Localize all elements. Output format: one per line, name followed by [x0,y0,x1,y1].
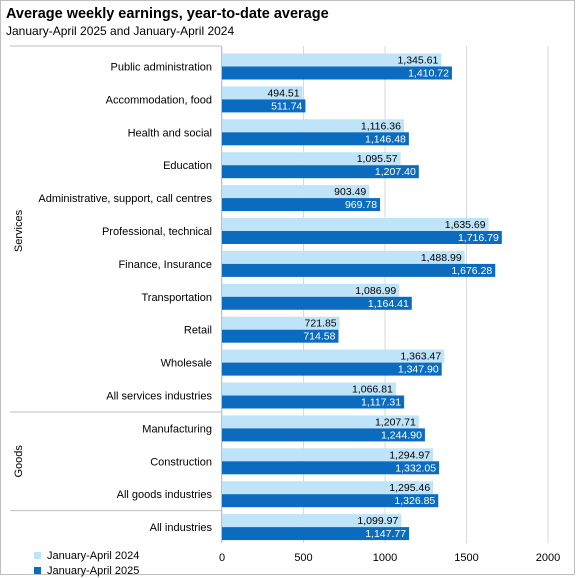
bar-2024 [222,415,419,429]
bar-2025 [222,428,425,442]
data-label-2024: 1,116.36 [361,120,401,132]
legend-item-2025: January-April 2025 [34,563,139,578]
data-label-2025: 1,117.31 [361,397,401,409]
legend-label-2024: January-April 2024 [47,549,140,562]
x-tick-label: 1500 [454,552,478,564]
data-label-2025: 1,332.05 [395,462,436,474]
bar-2025 [222,66,452,80]
bar-2024 [222,119,404,133]
data-label-2025: 1,146.48 [365,133,406,145]
category-label: Construction [150,456,212,468]
bar-2025 [222,329,339,343]
data-label-2025: 714.58 [303,331,335,343]
legend-item-2024: January-April 2024 [34,548,139,563]
legend-swatch-2025 [34,567,41,574]
group-label: Goods [13,445,25,478]
bar-2024 [222,218,489,231]
bar-2025 [222,527,410,541]
bar-2024 [222,283,400,297]
data-label-2024: 1,095.57 [357,153,398,165]
bar-2024 [222,316,340,330]
data-label-2024: 1,635.69 [445,219,486,231]
data-label-2024: 1,086.99 [355,285,396,297]
data-label-2024: 1,345.61 [397,55,438,67]
data-label-2024: 1,207.71 [375,416,416,428]
data-label-2024: 903.49 [334,186,366,198]
data-label-2024: 1,488.99 [421,252,462,264]
bar-2024 [222,514,402,528]
bar-2025 [222,494,439,508]
data-label-2024: 1,295.46 [389,482,430,494]
data-label-2025: 969.78 [345,199,377,211]
bar-2024 [222,448,434,462]
data-label-2025: 1,207.40 [375,166,416,178]
data-label-2025: 511.74 [271,100,302,112]
x-tick-label: 0 [219,552,225,564]
bar-2025 [222,165,419,179]
legend: January-April 2024 January-April 2025 [34,548,139,578]
data-label-2025: 1,676.28 [451,265,492,277]
bar-2025 [222,395,405,409]
category-label: Manufacturing [142,423,212,435]
data-label-2024: 1,363.47 [400,351,441,363]
bar-2025 [222,362,442,376]
legend-label-2025: January-April 2025 [47,564,140,577]
data-label-2025: 1,716.79 [458,232,499,244]
bar-2025 [222,132,409,146]
data-label-2025: 1,244.90 [381,429,422,441]
category-label: Administrative, support, call centres [38,193,212,205]
data-label-2025: 1,164.41 [368,298,409,310]
category-label: Wholesale [161,358,212,370]
bar-2024 [222,185,370,199]
category-label: All services industries [106,391,212,403]
bar-2025 [222,263,496,277]
bar-2024 [222,86,303,100]
bar-2024 [222,481,434,495]
legend-swatch-2024 [34,552,41,559]
data-label-2025: 1,347.90 [398,364,439,376]
x-tick-label: 2000 [536,552,560,564]
data-label-2025: 1,410.72 [408,68,449,80]
category-label: Public administration [111,62,213,74]
data-label-2024: 721.85 [305,318,337,330]
category-label: Professional, technical [102,226,212,238]
bar-2024 [222,349,445,363]
bar-2025 [222,99,306,113]
x-tick-label: 1000 [373,552,397,564]
data-label-2024: 1,099.97 [357,515,398,527]
data-label-2025: 1,326.85 [394,495,435,507]
data-label-2025: 1,147.77 [365,528,406,540]
category-label: All industries [150,522,213,534]
bar-2025 [222,231,502,244]
category-label: All goods industries [117,489,213,501]
category-label: Retail [184,325,212,337]
bar-2025 [222,461,440,475]
bar-2024 [222,382,396,396]
bar-2024 [222,250,465,264]
category-label: Transportation [141,292,212,304]
bar-2025 [222,296,412,310]
bar-2024 [222,152,401,166]
category-label: Health and social [128,127,212,139]
chart-subtitle: January-April 2025 and January-April 202… [6,24,235,38]
chart-title: Average weekly earnings, year-to-date av… [6,6,329,22]
data-label-2024: 494.51 [267,87,299,99]
data-label-2024: 1,066.81 [352,384,393,396]
category-label: Accommodation, food [106,94,212,106]
data-label-2024: 1,294.97 [389,449,430,461]
bar-2024 [222,53,442,67]
category-label: Education [163,160,212,172]
x-tick-label: 500 [294,552,312,564]
group-label: Services [13,209,25,252]
category-label: Finance, Insurance [118,259,212,271]
bar-2025 [222,198,381,212]
